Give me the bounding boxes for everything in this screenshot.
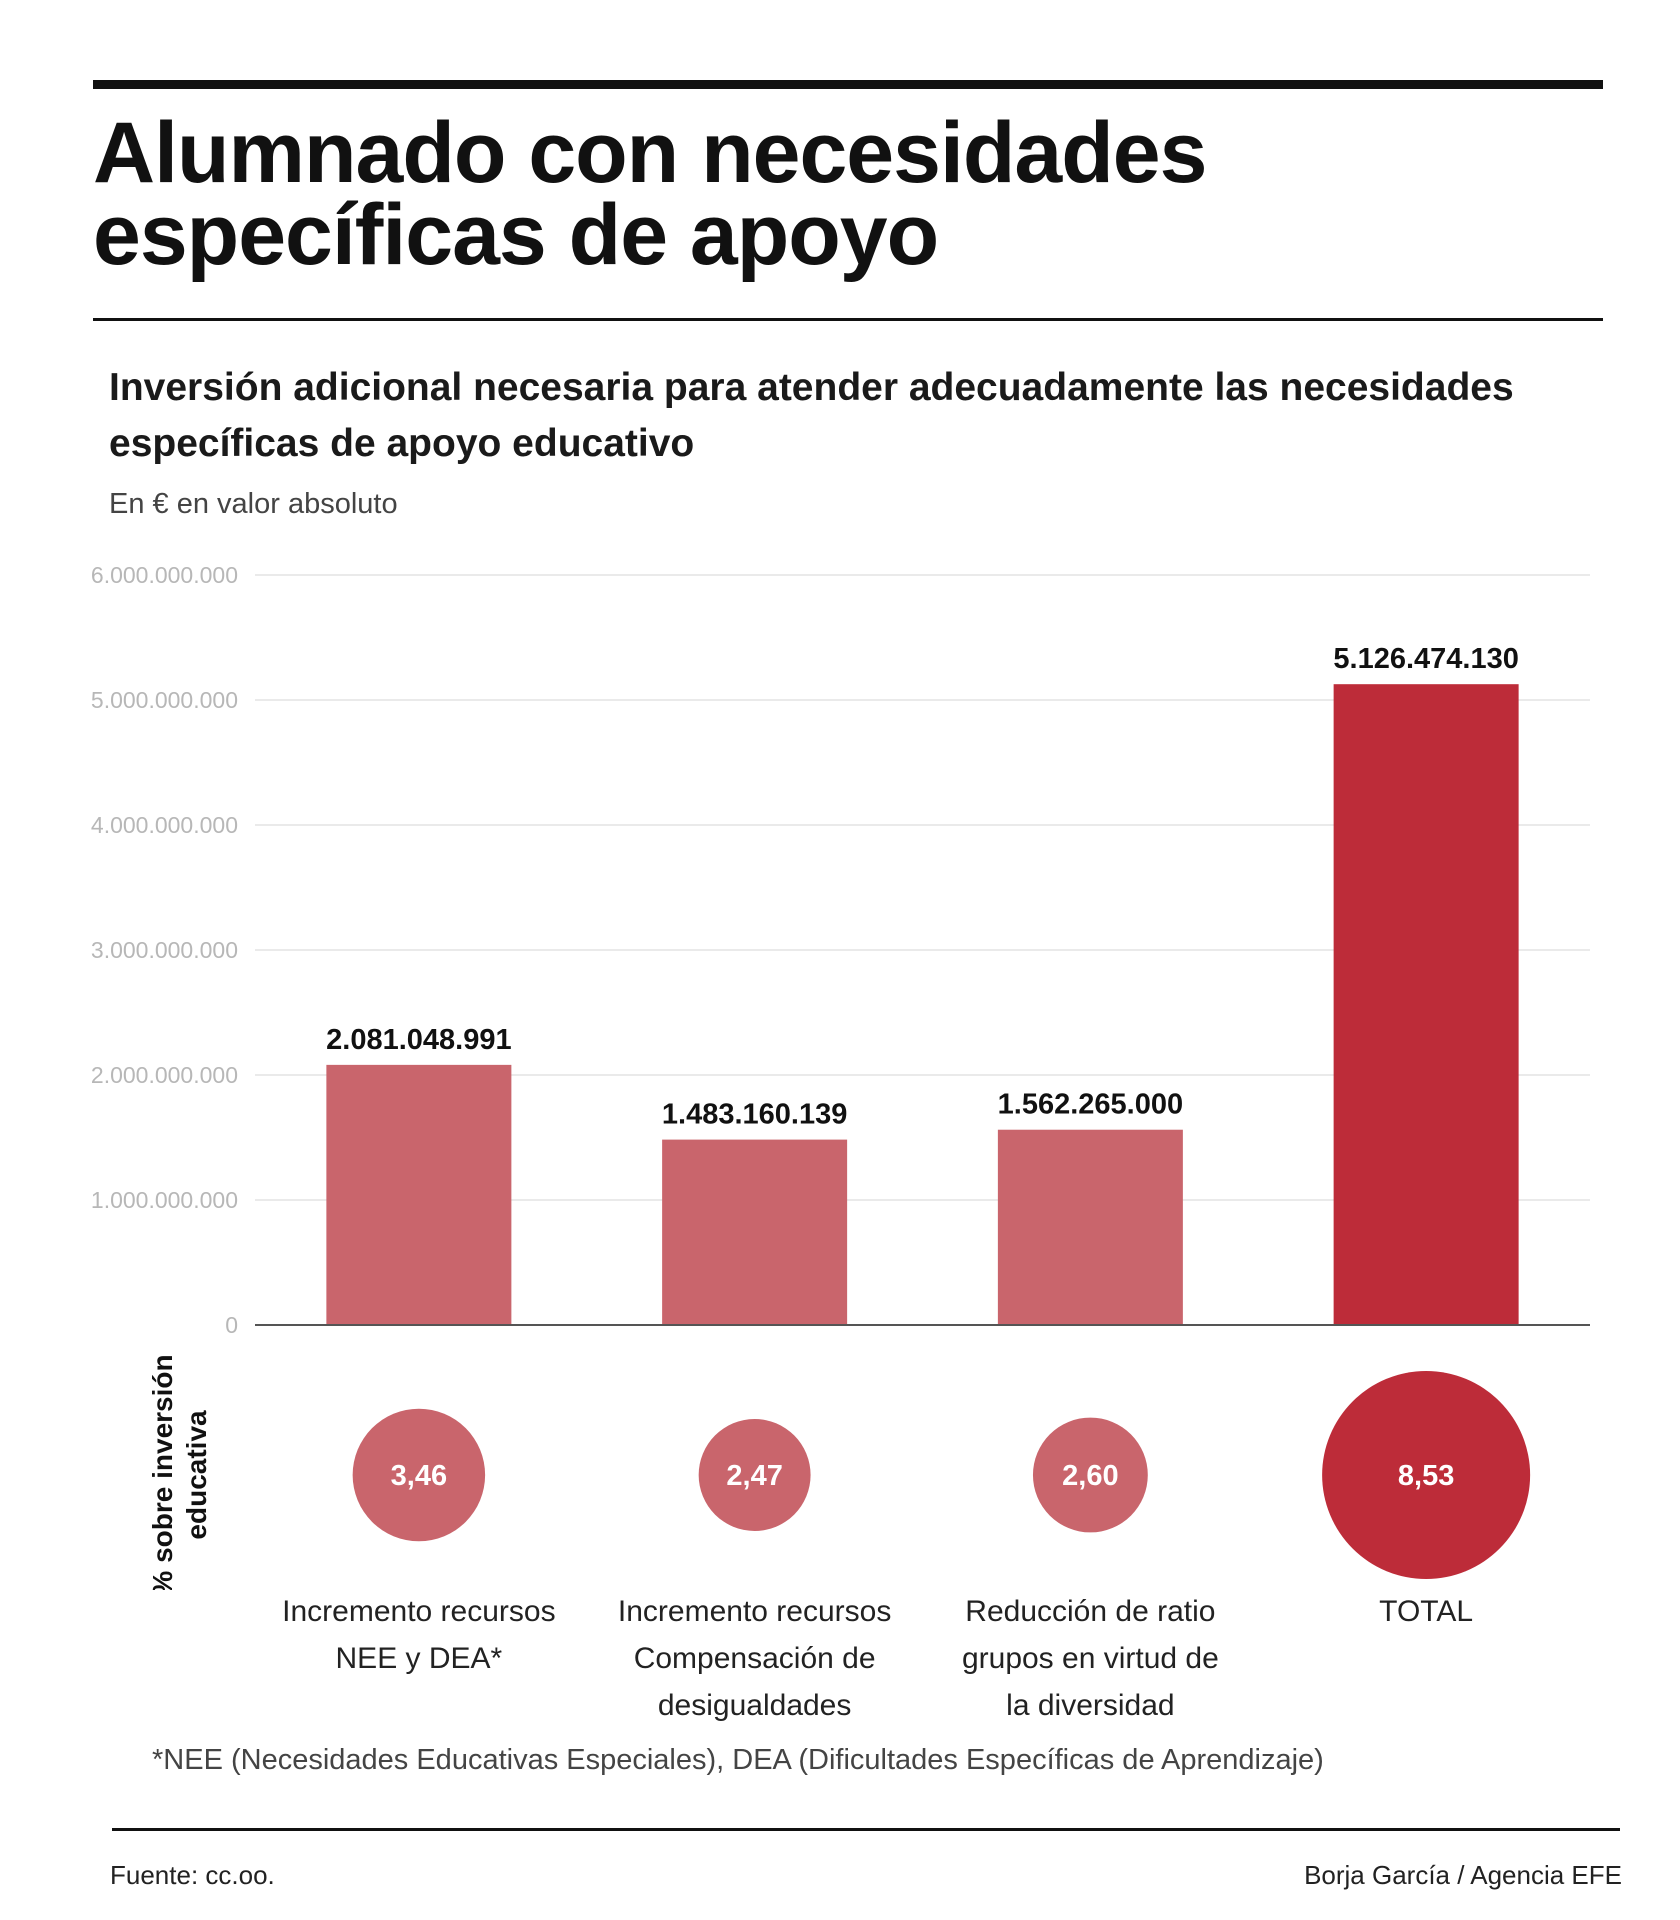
chart-subtitle: Inversión adicional necesaria para atend… <box>109 360 1629 472</box>
category-label-line: Incremento recursos <box>282 1595 556 1628</box>
bar <box>326 1064 512 1325</box>
y-tick-label: 4.000.000.000 <box>91 812 238 838</box>
percent-axis-title: % sobre inversión educativa <box>147 1354 212 1590</box>
bottom-rule <box>112 1828 1620 1831</box>
percent-circle-label: 2,60 <box>1062 1460 1118 1492</box>
category-label: Reducción de ratio grupos en virtud de la … <box>940 1588 1240 1729</box>
bar-total <box>1333 684 1519 1325</box>
bar-value-label: 5.126.474.130 <box>1333 643 1518 675</box>
category-label-line: NEE y DEA* <box>335 1642 503 1675</box>
category-label-line: Reducción de ratio <box>965 1595 1216 1628</box>
bar <box>997 1129 1183 1325</box>
subtitle-line-1: Inversión adicional necesaria para atend… <box>109 366 1514 409</box>
category-label-line: Compensación de <box>633 1642 876 1675</box>
percent-circle-label: 3,46 <box>391 1460 447 1492</box>
top-rule <box>93 80 1603 89</box>
percent-axis-title-text: % sobre inversión educativa <box>147 1354 212 1590</box>
percent-circle-total <box>1322 1371 1531 1579</box>
category-label: Incremento recursos Compensación de desigu… <box>605 1588 905 1729</box>
percent-axis-title-line: % sobre inversión <box>147 1354 178 1590</box>
category-label-line: TOTAL <box>1379 1595 1474 1628</box>
units-label: En € en valor absoluto <box>109 488 398 520</box>
percent-circle <box>1032 1417 1148 1533</box>
subtitle-line-2: específicas de apoyo educativo <box>109 422 695 465</box>
footnote: *NEE (Necesidades Educativas Especiales)… <box>152 1744 1324 1776</box>
y-tick-label: 5.000.000.000 <box>91 687 238 713</box>
y-tick-label: 6.000.000.000 <box>91 562 238 588</box>
percent-circle-label: 2,47 <box>726 1460 782 1492</box>
percent-circles: 3,46 2,47 2,60 8,53 <box>352 1371 1531 1579</box>
chart-title: Alumnado con necesidades específicas de … <box>93 105 1573 283</box>
category-label: Incremento recursos NEE y DEA* <box>269 1588 569 1682</box>
value-labels: 2.081.048.991 1.483.160.139 1.562.265.000 5… <box>326 643 1519 1130</box>
source-label: Fuente: cc.oo. <box>110 1860 275 1890</box>
credit-label: Borja García / Agencia EFE <box>1304 1860 1622 1890</box>
y-tick-label: 0 <box>225 1312 238 1338</box>
category-label-line: desigualdades <box>657 1689 852 1722</box>
category-label-line: Incremento recursos <box>617 1595 892 1628</box>
bar <box>662 1139 848 1325</box>
y-tick-label: 2.000.000.000 <box>91 1062 238 1088</box>
title-line-1: Alumnado con necesidades <box>93 105 1207 201</box>
y-tick-label: 1.000.000.000 <box>91 1187 238 1213</box>
y-tick-label: 3.000.000.000 <box>91 937 238 963</box>
percent-circle-label: 8,53 <box>1398 1460 1454 1492</box>
percent-circle <box>698 1419 811 1531</box>
y-axis-ticks: 0 1.000.000.000 2.000.000.000 3.000.000.000… <box>91 562 238 1338</box>
bar-value-label: 1.483.160.139 <box>662 1099 847 1131</box>
bar-value-label: 1.562.265.000 <box>998 1089 1183 1121</box>
category-label: TOTAL <box>1276 1588 1576 1635</box>
title-rule <box>93 318 1603 321</box>
percent-circle <box>352 1408 486 1542</box>
bar-chart: 0 1.000.000.000 2.000.000.000 3.000.000.000… <box>91 562 1590 1590</box>
bars <box>326 684 1519 1325</box>
bar-value-label: 2.081.048.991 <box>326 1024 511 1056</box>
category-label-line: grupos en virtud de <box>961 1642 1219 1675</box>
title-line-2: específicas de apoyo <box>93 187 939 283</box>
category-label-line: la diversidad <box>1006 1689 1175 1722</box>
percent-axis-title-line: educativa <box>181 1410 212 1540</box>
